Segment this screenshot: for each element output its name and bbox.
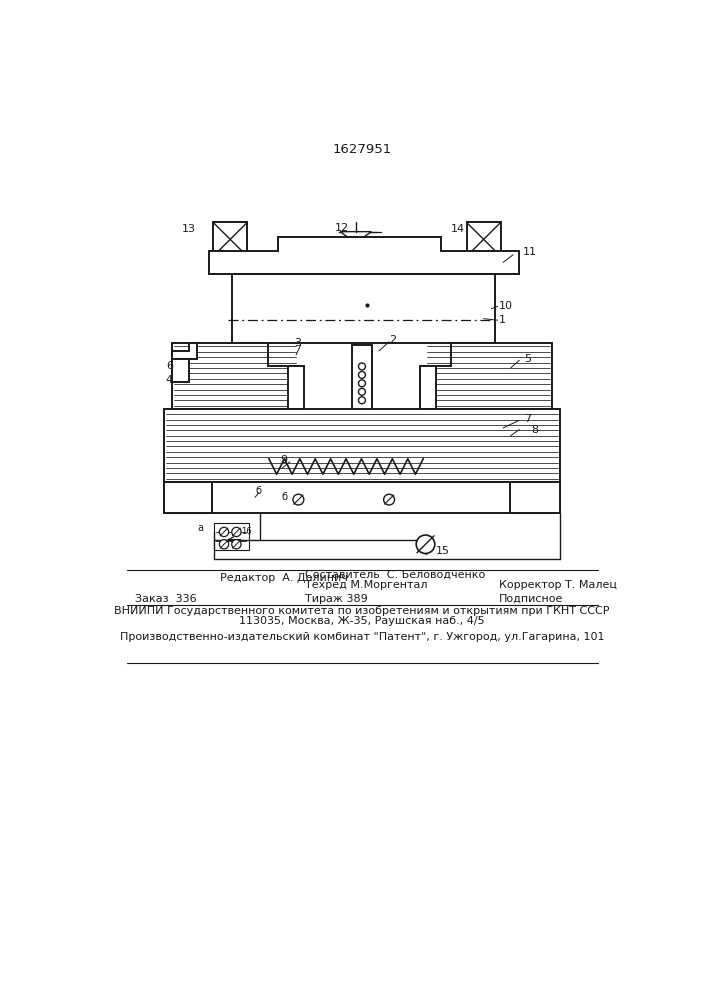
Circle shape: [232, 527, 241, 537]
Text: 10: 10: [499, 301, 513, 311]
Circle shape: [384, 494, 395, 505]
Text: 15: 15: [436, 546, 450, 556]
Circle shape: [219, 540, 228, 549]
Text: б: б: [256, 486, 262, 496]
Text: 8: 8: [532, 425, 539, 435]
Circle shape: [358, 380, 366, 387]
Text: 14: 14: [451, 224, 465, 234]
Text: 1: 1: [499, 315, 506, 325]
Text: ВНИИПИ Государственного комитета по изобретениям и открытиям при ГКНТ СССР: ВНИИПИ Государственного комитета по изоб…: [115, 606, 609, 616]
Polygon shape: [164, 482, 212, 513]
Polygon shape: [426, 343, 552, 409]
Text: 16: 16: [241, 527, 252, 536]
Text: Производственно-издательский комбинат "Патент", г. Ужгород, ул.Гагарина, 101: Производственно-издательский комбинат "П…: [119, 632, 604, 642]
Circle shape: [232, 540, 241, 549]
Bar: [232, 274, 495, 343]
Text: 113035, Москва, Ж-35, Раушская наб., 4/5: 113035, Москва, Ж-35, Раушская наб., 4/5: [239, 615, 485, 626]
Polygon shape: [209, 237, 518, 274]
Text: 6: 6: [166, 361, 173, 371]
Text: б: б: [281, 492, 288, 502]
Text: Корректор Т. Малец: Корректор Т. Малец: [499, 580, 617, 590]
Text: 2: 2: [389, 335, 396, 345]
Circle shape: [358, 371, 366, 378]
Text: 4: 4: [166, 375, 173, 385]
Polygon shape: [340, 232, 371, 243]
Text: Редактор  А. Долинич: Редактор А. Долинич: [220, 573, 348, 583]
Polygon shape: [164, 409, 559, 482]
Text: 3: 3: [293, 338, 300, 348]
Text: 13: 13: [182, 224, 195, 234]
Text: 7: 7: [524, 414, 531, 424]
Text: Заказ  336: Заказ 336: [135, 594, 197, 604]
Circle shape: [358, 363, 366, 370]
Polygon shape: [172, 343, 298, 409]
Bar: [214, 523, 249, 550]
Text: 5: 5: [524, 354, 531, 364]
Text: 9: 9: [281, 455, 288, 465]
Circle shape: [293, 494, 304, 505]
Polygon shape: [420, 366, 436, 409]
Text: 12: 12: [335, 223, 349, 233]
Polygon shape: [164, 482, 559, 513]
Text: a: a: [197, 523, 203, 533]
Bar: [213, 222, 247, 256]
Text: 11: 11: [522, 247, 537, 257]
Text: Тираж 389: Тираж 389: [305, 594, 368, 604]
Polygon shape: [172, 343, 197, 359]
Text: Составитель  С. Беловодченко: Составитель С. Беловодченко: [305, 569, 486, 579]
Polygon shape: [510, 482, 559, 513]
Text: Техред М.Моргентал: Техред М.Моргентал: [305, 580, 428, 590]
Text: 1627951: 1627951: [332, 143, 392, 156]
Polygon shape: [172, 359, 189, 382]
Circle shape: [358, 397, 366, 404]
Bar: [352, 345, 372, 418]
Circle shape: [416, 535, 435, 554]
Bar: [467, 222, 501, 256]
Text: Подписное: Подписное: [499, 594, 563, 604]
Circle shape: [219, 527, 228, 537]
Circle shape: [358, 388, 366, 395]
Polygon shape: [288, 366, 304, 409]
